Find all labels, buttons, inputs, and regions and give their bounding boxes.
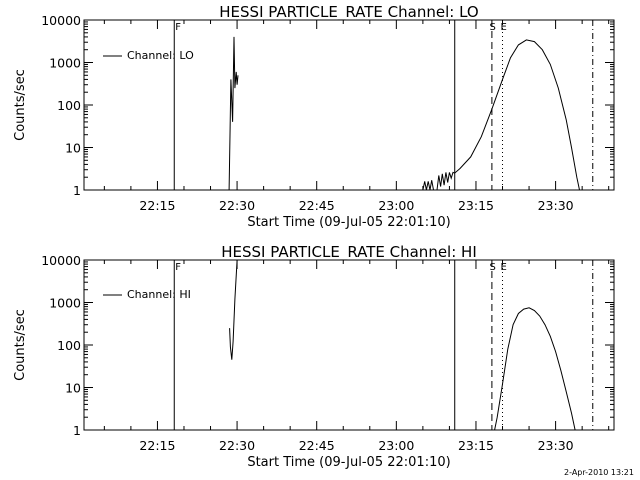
chart-panel-lo: HESSI PARTICLE_RATE Channel: LO Counts/se…	[13, 3, 615, 230]
x-tick-label: 22:15	[139, 198, 175, 213]
y-tick-label: 1	[73, 423, 81, 438]
y-tick-label: 100	[57, 338, 81, 353]
x-tick-label: 22:30	[219, 198, 255, 213]
chart-title: HESSI PARTICLE_RATE Channel: HI	[221, 243, 477, 262]
plot-timestamp: 2-Apr-2010 13:21	[564, 468, 634, 477]
rate-series-line	[494, 307, 576, 431]
y-tick-label: 10000	[41, 253, 81, 268]
event-marker-label: F	[175, 22, 181, 33]
rate-series-line	[422, 39, 580, 191]
x-tick-label: 23:00	[378, 438, 414, 453]
y-tick-label: 1	[73, 183, 81, 198]
chart-title: HESSI PARTICLE_RATE Channel: LO	[219, 3, 478, 22]
y-tick-label: 1000	[49, 296, 81, 311]
plot-frame	[83, 19, 615, 191]
x-tick-label: 23:15	[458, 198, 494, 213]
event-marker-label: E	[501, 262, 507, 273]
y-tick-label: 10	[65, 141, 81, 156]
rate-series-line	[228, 36, 239, 191]
x-tick-label: 23:00	[378, 198, 414, 213]
x-axis-label: Start Time (09-Jul-05 22:01:10)	[247, 215, 450, 230]
event-marker-label: S	[490, 262, 496, 273]
rate-series-line	[229, 259, 238, 360]
event-marker-label: F	[175, 262, 181, 273]
x-tick-label: 23:30	[538, 438, 574, 453]
y-axis-label: Counts/sec	[13, 69, 28, 141]
y-tick-label: 1000	[49, 56, 81, 71]
y-axis-label: Counts/sec	[13, 309, 28, 381]
x-tick-label: 22:45	[299, 438, 335, 453]
chart-panel-hi: HESSI PARTICLE_RATE Channel: HI Counts/se…	[13, 243, 615, 470]
x-tick-label: 22:15	[139, 438, 175, 453]
legend-entry: Channel: HI	[127, 288, 191, 301]
x-tick-label: 23:30	[538, 198, 574, 213]
x-tick-label: 22:45	[299, 198, 335, 213]
y-tick-label: 100	[57, 98, 81, 113]
event-marker-label: E	[501, 22, 507, 33]
plot-frame	[83, 259, 615, 431]
legend-entry: Channel: LO	[127, 49, 194, 62]
x-axis-label: Start Time (09-Jul-05 22:01:10)	[247, 455, 450, 470]
y-tick-label: 10000	[41, 13, 81, 28]
x-tick-label: 23:15	[458, 438, 494, 453]
event-marker-label: S	[490, 22, 496, 33]
x-tick-label: 22:30	[219, 438, 255, 453]
y-tick-label: 10	[65, 381, 81, 396]
